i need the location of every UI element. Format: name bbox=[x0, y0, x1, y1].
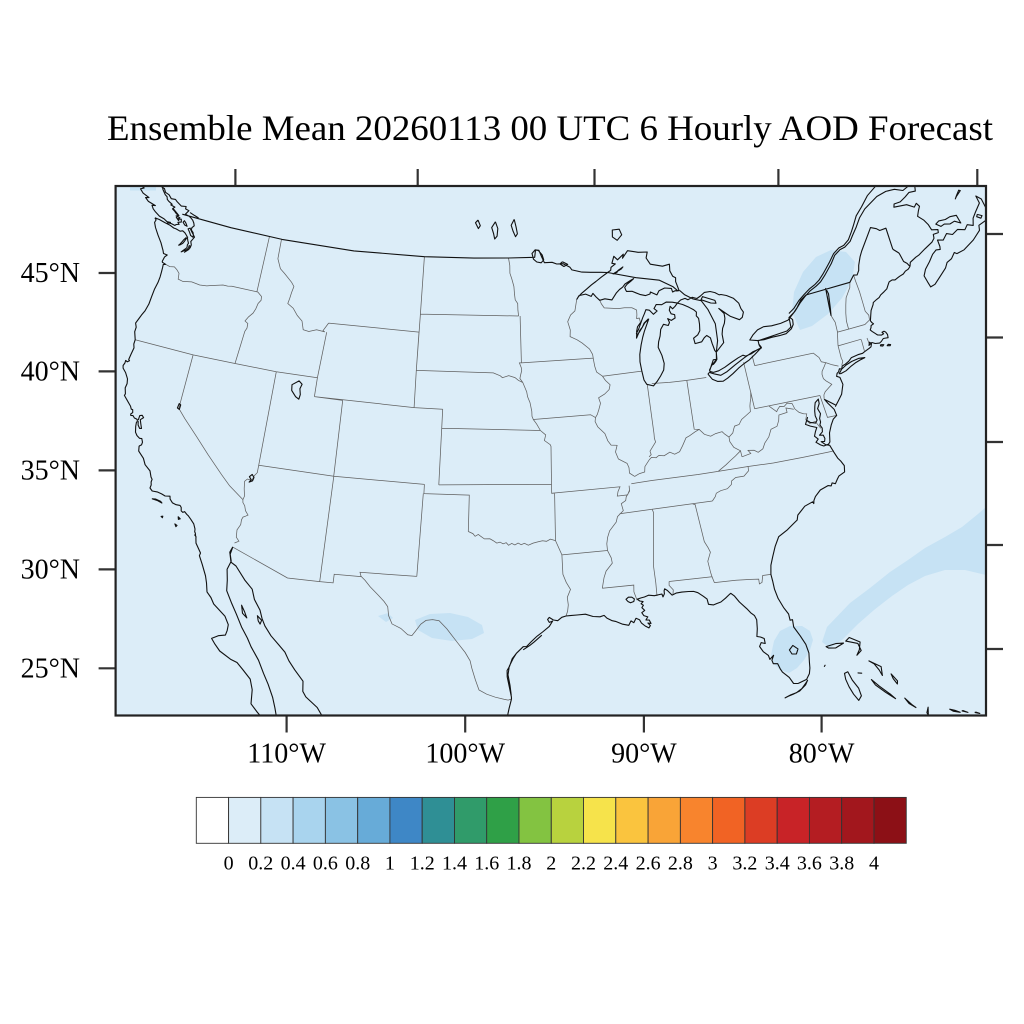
svg-text:3.4: 3.4 bbox=[765, 853, 790, 875]
svg-text:2.6: 2.6 bbox=[636, 853, 661, 875]
svg-text:3: 3 bbox=[708, 853, 718, 875]
svg-text:30°N: 30°N bbox=[21, 555, 80, 586]
svg-text:2.8: 2.8 bbox=[668, 853, 693, 875]
svg-text:4: 4 bbox=[869, 853, 879, 875]
svg-text:0.6: 0.6 bbox=[313, 853, 338, 875]
svg-text:2.2: 2.2 bbox=[571, 853, 596, 875]
svg-text:90°W: 90°W bbox=[611, 738, 677, 769]
svg-text:1: 1 bbox=[385, 853, 395, 875]
svg-text:3.2: 3.2 bbox=[732, 853, 757, 875]
svg-text:0: 0 bbox=[224, 853, 234, 875]
svg-text:1.6: 1.6 bbox=[474, 853, 499, 875]
svg-text:1.2: 1.2 bbox=[410, 853, 435, 875]
svg-text:3.8: 3.8 bbox=[829, 853, 854, 875]
svg-text:35°N: 35°N bbox=[21, 456, 80, 487]
svg-text:110°W: 110°W bbox=[247, 738, 326, 769]
svg-text:0.2: 0.2 bbox=[248, 853, 273, 875]
svg-text:80°W: 80°W bbox=[789, 738, 855, 769]
svg-text:45°N: 45°N bbox=[21, 258, 80, 289]
svg-text:3.6: 3.6 bbox=[797, 853, 822, 875]
svg-text:1.8: 1.8 bbox=[507, 853, 532, 875]
svg-text:2: 2 bbox=[546, 853, 556, 875]
svg-text:0.4: 0.4 bbox=[281, 853, 306, 875]
svg-text:2.4: 2.4 bbox=[603, 853, 628, 875]
svg-text:1.4: 1.4 bbox=[442, 853, 467, 875]
svg-text:40°N: 40°N bbox=[21, 357, 80, 388]
svg-text:25°N: 25°N bbox=[21, 654, 80, 685]
svg-text:0.8: 0.8 bbox=[345, 853, 370, 875]
svg-text:Ensemble Mean 20260113 00 UTC: Ensemble Mean 20260113 00 UTC 6 Hourly A… bbox=[107, 108, 993, 148]
svg-text:100°W: 100°W bbox=[425, 738, 505, 769]
